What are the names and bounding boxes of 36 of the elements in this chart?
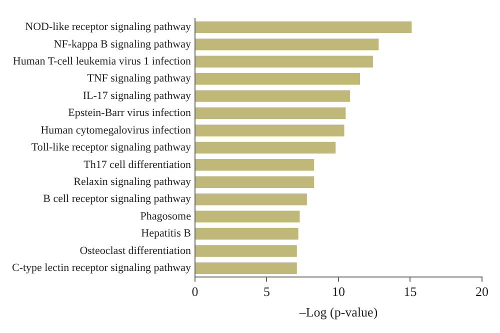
- y-tick-label: NOD-like receptor signaling pathway: [25, 21, 192, 34]
- y-tick-label: Relaxin signaling pathway: [74, 176, 192, 188]
- x-tick-label: 5: [264, 284, 270, 300]
- y-tick-label: Hepatitis B: [141, 228, 191, 240]
- x-tick-label: 10: [332, 284, 345, 300]
- y-tick-label: C-type lectin receptor signaling pathway: [12, 262, 192, 274]
- bar: [195, 176, 314, 188]
- y-tick-label: Toll-like receptor signaling pathway: [31, 142, 192, 154]
- bar: [195, 193, 307, 206]
- y-tick-label: TNF signaling pathway: [87, 72, 192, 85]
- bar: [195, 159, 314, 171]
- y-tick-label: Human cytomegalovirus infection: [40, 124, 192, 136]
- bar: [195, 56, 373, 68]
- bar: [195, 262, 297, 274]
- bar: [195, 228, 298, 240]
- y-tick-label: Phagosome: [140, 210, 192, 222]
- x-axis-title: –Log (p-value): [298, 304, 378, 320]
- x-tick-label: 20: [476, 284, 488, 300]
- bar: [195, 142, 336, 154]
- x-tick-label: 15: [404, 284, 417, 300]
- y-tick-label: Th17 cell differentiation: [84, 158, 192, 171]
- y-tick-label: Osteoclast differentiation: [80, 244, 192, 257]
- y-tick-label: NF-kappa B signaling pathway: [54, 38, 192, 50]
- x-tick-label: 0: [192, 284, 198, 300]
- bar: [195, 107, 346, 120]
- bar: [195, 72, 360, 85]
- bar: [195, 90, 350, 102]
- bar: [195, 124, 344, 136]
- bar: [195, 21, 412, 34]
- bar: [195, 38, 379, 50]
- bar: [195, 210, 300, 222]
- y-tick-label: B cell receptor signaling pathway: [43, 193, 192, 206]
- y-tick-label: IL-17 signaling pathway: [82, 90, 192, 102]
- bar: [195, 245, 297, 257]
- y-tick-label: Epstein-Barr virus infection: [68, 107, 192, 120]
- y-tick-label: Human T-cell leukemia virus 1 infection: [12, 56, 192, 68]
